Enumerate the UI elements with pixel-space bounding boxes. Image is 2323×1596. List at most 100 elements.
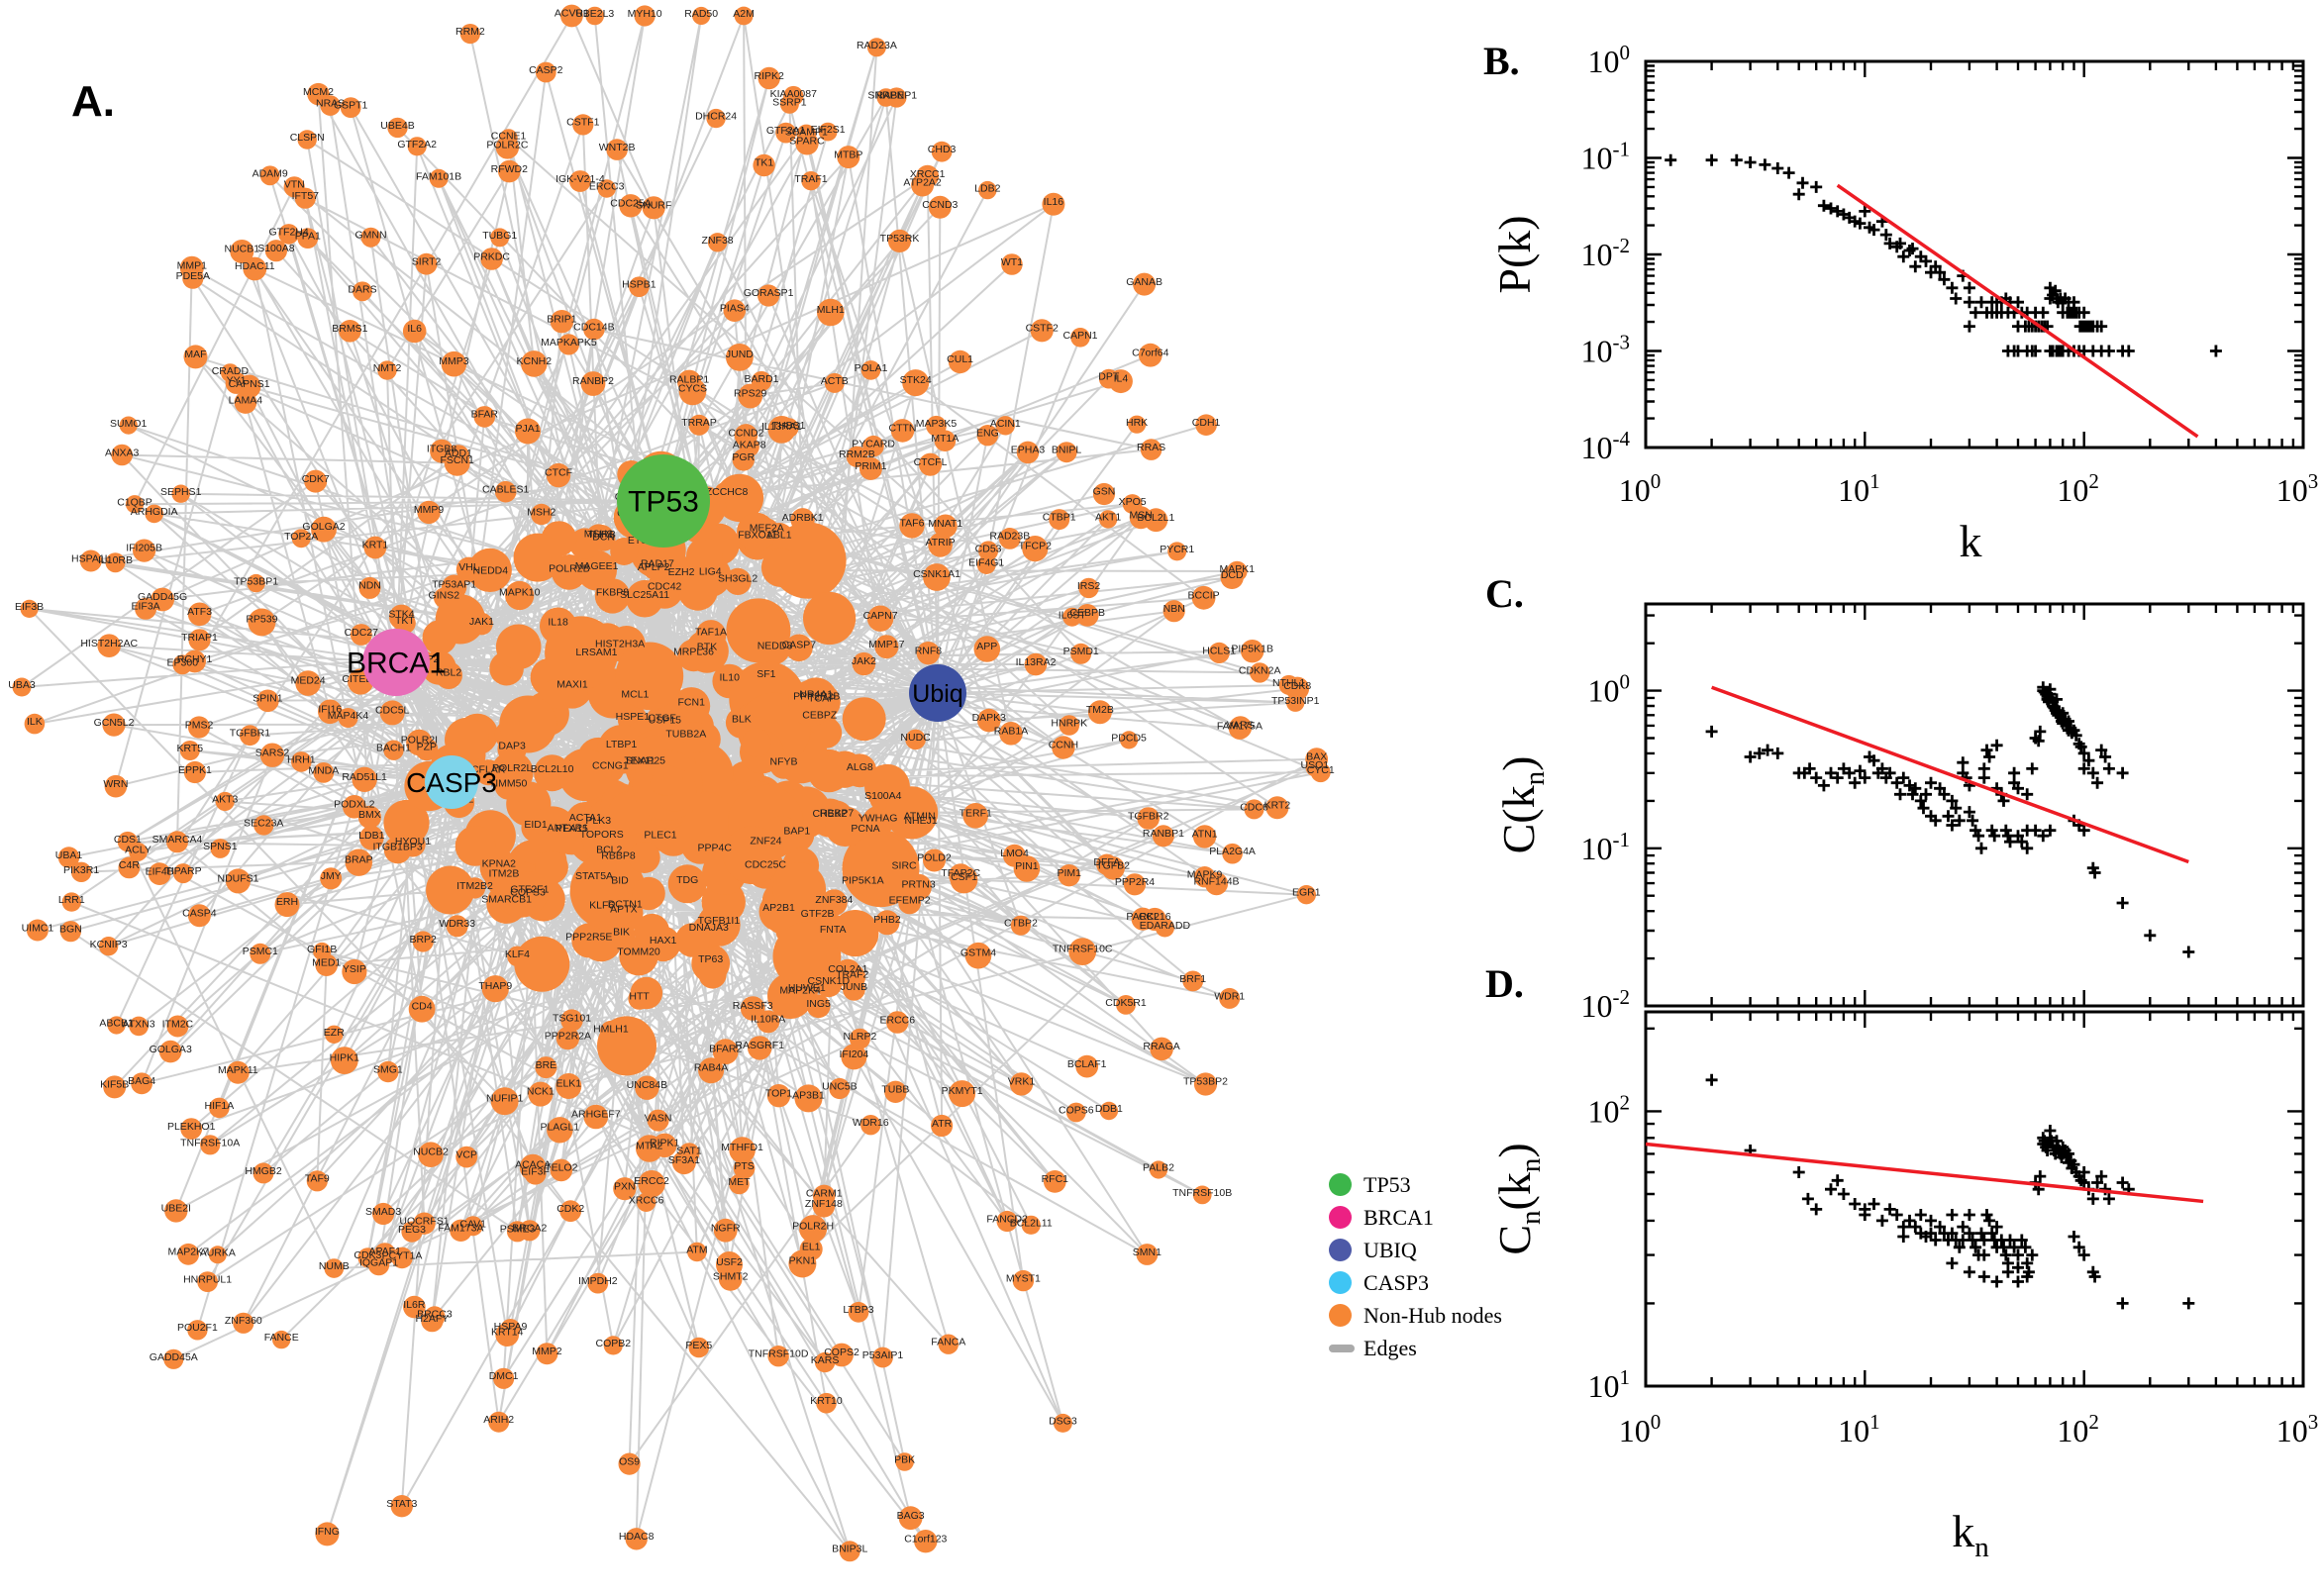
network-node-label: YWHAG: [858, 813, 898, 825]
panel-c-label: C.: [1485, 571, 1524, 616]
network-node-label: MSH3: [584, 528, 613, 540]
network-node-label: SPIN1: [252, 693, 283, 705]
network-node: [59, 921, 81, 943]
network-node-label: CLSPN: [290, 132, 325, 144]
network-node: [408, 995, 436, 1023]
network-node: [256, 689, 279, 713]
hub-node-casp3: [425, 755, 478, 809]
network-node-label: CDC14B: [573, 321, 614, 333]
network-node-label: KRT2: [1264, 799, 1291, 811]
network-node-label: WDR33: [439, 918, 475, 930]
network-node-label: IL6ST: [1059, 609, 1087, 621]
network-node: [1192, 1185, 1212, 1205]
network-node: [626, 579, 663, 618]
network-node-label: CDH1: [1192, 417, 1221, 429]
network-node: [1167, 542, 1187, 561]
network-node: [325, 1025, 344, 1045]
network-node-label: RFC1: [1042, 1173, 1069, 1185]
network-node-label: GINS2: [429, 590, 460, 602]
network-node: [133, 539, 156, 562]
network-node-label: MAP2K4: [779, 984, 821, 996]
network-node: [923, 563, 951, 591]
network-node-label: RAD23B: [989, 531, 1030, 543]
network-node-label: ITM2C: [162, 1018, 194, 1030]
network-node-label: PIN1: [1015, 860, 1039, 872]
network-node: [1098, 510, 1118, 529]
tick-label: 100: [1588, 670, 1631, 709]
network-node: [187, 1320, 208, 1341]
network-node-label: MTBP: [834, 149, 862, 160]
network-node-label: IFI204: [840, 1048, 869, 1060]
network-node-label: HIF1A: [205, 1100, 235, 1112]
network-node-label: TNFRSF10D: [749, 1348, 809, 1360]
network-node: [1099, 1101, 1119, 1121]
network-node-label: CDC25A: [610, 197, 651, 209]
network-node-label: ITM2B2: [456, 880, 493, 892]
network-node-label: BTK: [697, 641, 717, 652]
tick-label: 100: [1588, 41, 1631, 79]
network-node: [732, 449, 755, 471]
network-node: [748, 1036, 772, 1060]
network-node-label: ATRIP: [926, 537, 956, 549]
network-node-label: EIF4G1: [968, 557, 1004, 569]
network-node: [188, 629, 211, 651]
network-node-label: DSG3: [1049, 1416, 1077, 1428]
network-node-label: PRTN3: [901, 878, 935, 890]
network-node-label: SPARC: [789, 136, 825, 148]
network-node: [250, 943, 271, 964]
network-node-label: PODXL2: [334, 799, 375, 811]
network-node: [494, 480, 517, 503]
network-node: [499, 129, 518, 148]
network-node-label: PMS2: [185, 719, 214, 731]
network-node: [890, 419, 915, 443]
network-node: [1250, 662, 1270, 683]
network-node-label: RBBP8: [601, 850, 636, 862]
network-node-label: TP53BP2: [1183, 1076, 1228, 1088]
network-node: [111, 444, 133, 466]
network-node: [1244, 799, 1264, 820]
network-node-label: AURKA: [200, 1247, 236, 1259]
network-node: [758, 284, 780, 307]
network-node-label: FKBP8: [596, 586, 629, 598]
network-node-label: LMO4: [1000, 848, 1029, 859]
network-node: [635, 1075, 659, 1100]
network-node: [766, 1084, 791, 1108]
network-node: [580, 371, 606, 396]
network-node: [172, 654, 193, 675]
network-node: [1070, 328, 1090, 348]
network-node-label: TGFBR2: [1128, 810, 1169, 822]
network-node: [928, 533, 953, 557]
network-node-label: HAX1: [650, 935, 677, 947]
network-node-label: CUL1: [947, 353, 973, 365]
network-node-label: VRK1: [1008, 1076, 1036, 1088]
network-node-label: BAP1: [783, 826, 810, 838]
network-node: [876, 88, 896, 107]
network-node: [723, 299, 747, 323]
tick-label: 101: [1838, 1410, 1880, 1448]
network-node: [182, 267, 204, 289]
network-node-label: VARS: [1227, 719, 1255, 731]
network-node: [291, 751, 312, 772]
fit-line: [1645, 1142, 2204, 1204]
network-node-label: LRSAM1: [575, 647, 617, 658]
network-node-label: BCCIP: [1188, 590, 1220, 602]
network-node-label: RANBP2: [572, 375, 614, 387]
network-node-label: DPT: [1098, 371, 1120, 383]
network-node: [226, 1060, 250, 1084]
network-node: [1128, 415, 1147, 434]
network-node: [441, 350, 467, 377]
network-node: [962, 803, 988, 829]
network-node: [125, 495, 145, 514]
network-node: [391, 1247, 413, 1269]
network-node: [402, 319, 427, 344]
network-node-label: TFCP2: [1019, 541, 1052, 552]
network-node: [1182, 970, 1204, 992]
network-node-label: TAF9: [305, 1173, 330, 1185]
network-node: [914, 1530, 938, 1553]
network-node-label: POLR2B: [549, 562, 589, 574]
tick-label: 103: [2276, 469, 2319, 508]
network-node: [977, 708, 1001, 733]
network-node-label: EZR: [324, 1027, 345, 1039]
legend-dot-swatch: [1329, 1239, 1352, 1261]
network-node-label: KRT14: [491, 1327, 524, 1339]
